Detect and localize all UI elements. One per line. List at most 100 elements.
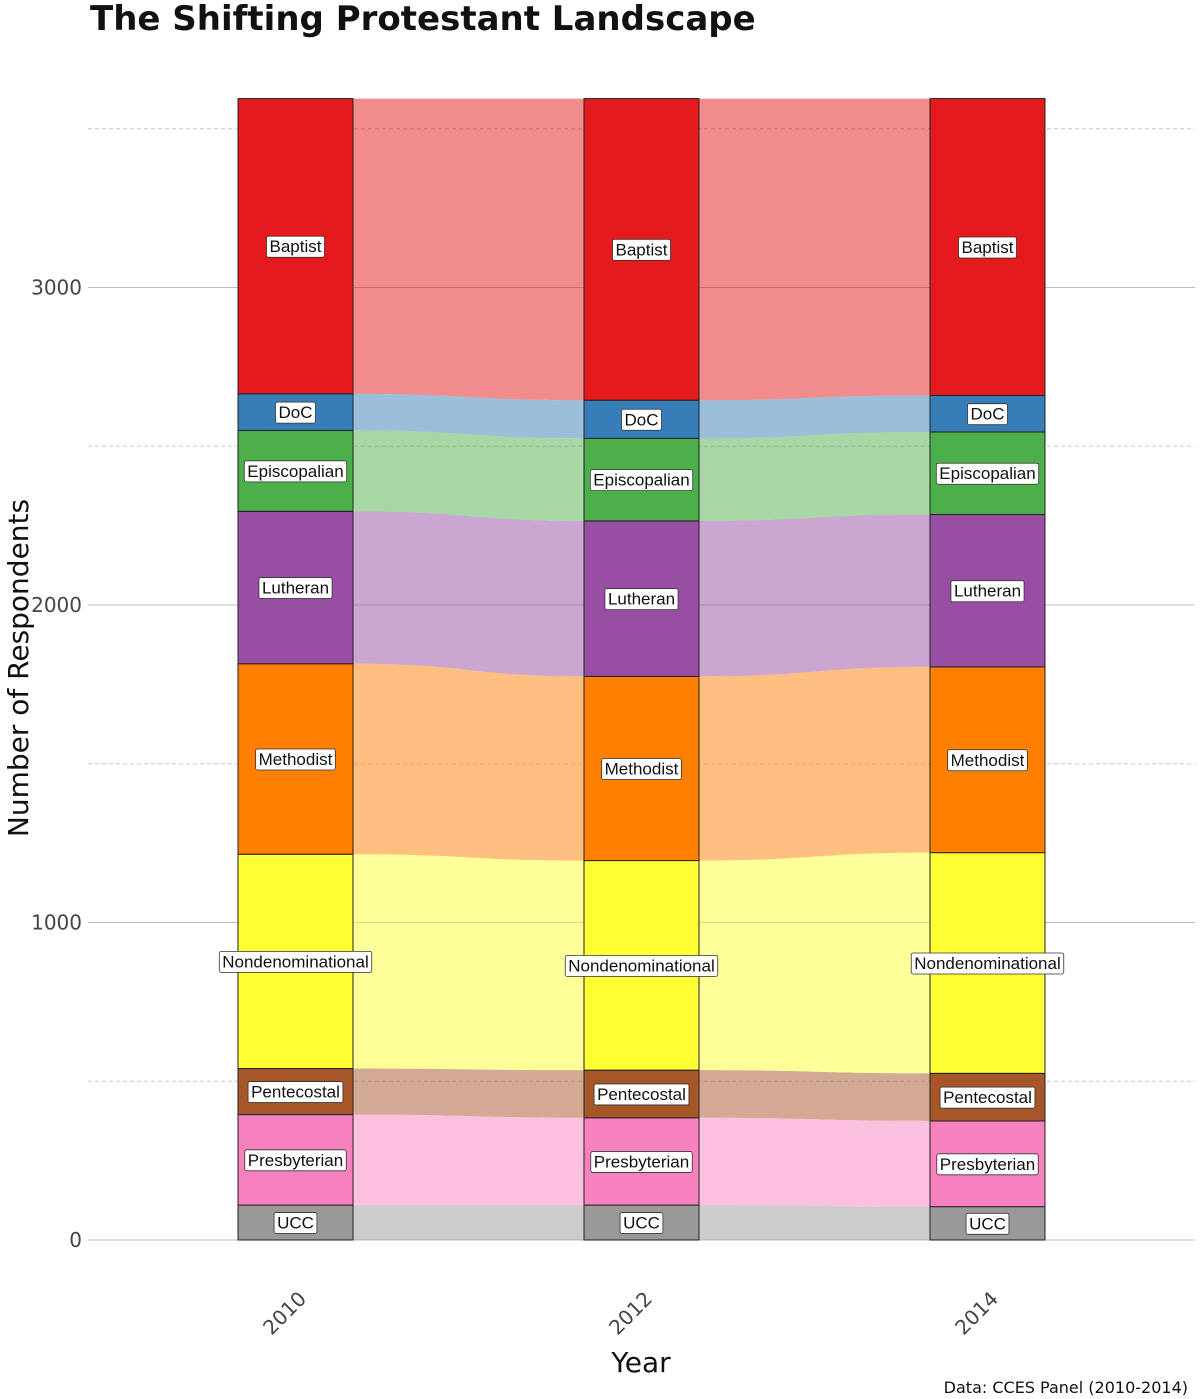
- bar-label-box: [935, 462, 1040, 485]
- label-nondenominational-2010: Nondenominational: [218, 950, 373, 973]
- bar-label-text: Methodist: [605, 760, 679, 779]
- label-nondenominational-2012: Nondenominational: [564, 954, 719, 977]
- bar-label-text: Pentecostal: [251, 1083, 340, 1102]
- bar-label-box: [218, 950, 373, 973]
- bar-label-text: Pentecostal: [943, 1088, 1032, 1107]
- bar-label-text: Baptist: [270, 237, 322, 256]
- bar-label-text: Presbyterian: [594, 1152, 689, 1171]
- bar-label-text: DoC: [278, 403, 312, 422]
- label-baptist-2014: Baptist: [958, 236, 1017, 259]
- flow-episcopalian-2012-2014: [699, 431, 930, 521]
- bar-label-text: Episcopalian: [593, 471, 689, 490]
- flow-ucc-2012-2014: [699, 1205, 930, 1240]
- flow-pentecostal-2012-2014: [699, 1070, 930, 1121]
- bar-label-box: [967, 403, 1008, 426]
- label-pentecostal-2014: Pentecostal: [939, 1086, 1036, 1109]
- bar-label-box: [601, 758, 682, 780]
- label-episcopalian-2012: Episcopalian: [589, 469, 694, 491]
- flows: [353, 98, 930, 1240]
- label-doc-2012: DoC: [621, 408, 662, 431]
- label-episcopalian-2014: Episcopalian: [935, 462, 1040, 485]
- label-methodist-2012: Methodist: [601, 758, 682, 780]
- bar-label-text: UCC: [277, 1214, 314, 1233]
- y-axis-title: Number of Respondents: [2, 499, 35, 837]
- label-methodist-2010: Methodist: [255, 748, 336, 771]
- bar-label-box: [947, 749, 1028, 772]
- bar-label-box: [244, 1149, 347, 1172]
- bar-label-box: [243, 460, 348, 483]
- stratum-labels: UCC Presbyterian Pentecostal Nondenominatio…: [218, 235, 1065, 1235]
- bar-label-box: [266, 235, 325, 258]
- bar-label-text: Presbyterian: [248, 1151, 343, 1170]
- bar-label-text: UCC: [969, 1214, 1006, 1233]
- bar-label-text: Episcopalian: [247, 462, 343, 481]
- label-nondenominational-2014: Nondenominational: [910, 952, 1065, 975]
- bar-label-box: [589, 469, 694, 491]
- bar-label-text: Episcopalian: [939, 464, 1035, 483]
- label-ucc-2010: UCC: [273, 1212, 318, 1234]
- bar-label-box: [939, 1086, 1036, 1109]
- bar-label-box: [255, 748, 336, 771]
- bar-label-text: Presbyterian: [940, 1155, 1035, 1174]
- label-presbyterian-2010: Presbyterian: [244, 1149, 347, 1172]
- flow-pentecostal-2010-2012: [353, 1068, 584, 1118]
- x-axis-title: Year: [610, 1346, 671, 1379]
- y-tick-label: 1000: [31, 911, 82, 935]
- label-ucc-2012: UCC: [619, 1212, 664, 1234]
- y-tick-label: 3000: [31, 276, 82, 300]
- bar-label-box: [593, 1083, 690, 1106]
- x-axis-ticks: 2010 2012 2014: [258, 1287, 1003, 1340]
- label-presbyterian-2012: Presbyterian: [590, 1151, 693, 1173]
- caption: Data: CCES Panel (2010-2014): [944, 1378, 1188, 1397]
- flow-doc-2010-2012: [353, 393, 584, 439]
- bar-label-box: [612, 238, 671, 261]
- x-tick-label: 2012: [604, 1287, 657, 1340]
- label-presbyterian-2014: Presbyterian: [936, 1153, 1039, 1176]
- bar-label-text: Lutheran: [608, 590, 675, 609]
- bar-label-box: [604, 588, 679, 611]
- bar-label-text: UCC: [623, 1214, 660, 1233]
- label-lutheran-2012: Lutheran: [604, 588, 679, 611]
- bar-label-box: [590, 1151, 693, 1173]
- label-lutheran-2014: Lutheran: [950, 580, 1025, 603]
- flow-baptist-2012-2014: [699, 98, 930, 401]
- bar-label-text: Methodist: [259, 750, 333, 769]
- flow-presbyterian-2010-2012: [353, 1114, 584, 1206]
- label-methodist-2014: Methodist: [947, 749, 1028, 772]
- flow-lutheran-2010-2012: [353, 511, 584, 677]
- bar-label-text: Baptist: [616, 240, 668, 259]
- y-tick-label: 0: [69, 1228, 82, 1252]
- flow-presbyterian-2012-2014: [699, 1117, 930, 1207]
- flow-methodist-2012-2014: [699, 666, 930, 861]
- bar-label-box: [564, 954, 719, 977]
- flow-ucc-2010-2012: [353, 1205, 584, 1240]
- label-baptist-2012: Baptist: [612, 238, 671, 261]
- y-axis-ticks: 0 1000 2000 3000: [31, 276, 82, 1253]
- x-tick-label: 2010: [258, 1287, 311, 1340]
- flow-doc-2012-2014: [699, 395, 930, 439]
- label-lutheran-2010: Lutheran: [258, 577, 333, 599]
- bar-label-box: [950, 580, 1025, 603]
- chart-title: The Shifting Protestant Landscape: [90, 0, 756, 39]
- flow-methodist-2010-2012: [353, 663, 584, 861]
- bar-label-text: DoC: [970, 405, 1004, 424]
- label-doc-2010: DoC: [275, 401, 316, 424]
- label-pentecostal-2012: Pentecostal: [593, 1083, 690, 1106]
- bar-label-text: Nondenominational: [222, 952, 369, 971]
- label-episcopalian-2010: Episcopalian: [243, 460, 348, 483]
- label-pentecostal-2010: Pentecostal: [247, 1081, 344, 1103]
- bar-label-box: [936, 1153, 1039, 1176]
- bar-label-text: Baptist: [962, 238, 1014, 257]
- bar-label-box: [258, 577, 333, 599]
- bar-label-text: Nondenominational: [914, 954, 1061, 973]
- label-ucc-2014: UCC: [965, 1212, 1010, 1235]
- bar-label-box: [958, 236, 1017, 259]
- bar-label-text: Pentecostal: [597, 1085, 686, 1104]
- bar-label-box: [619, 1212, 664, 1234]
- y-tick-label: 2000: [31, 593, 82, 617]
- bar-label-box: [247, 1081, 344, 1103]
- bar-label-box: [910, 952, 1065, 975]
- bar-label-box: [621, 408, 662, 431]
- flow-lutheran-2012-2014: [699, 514, 930, 677]
